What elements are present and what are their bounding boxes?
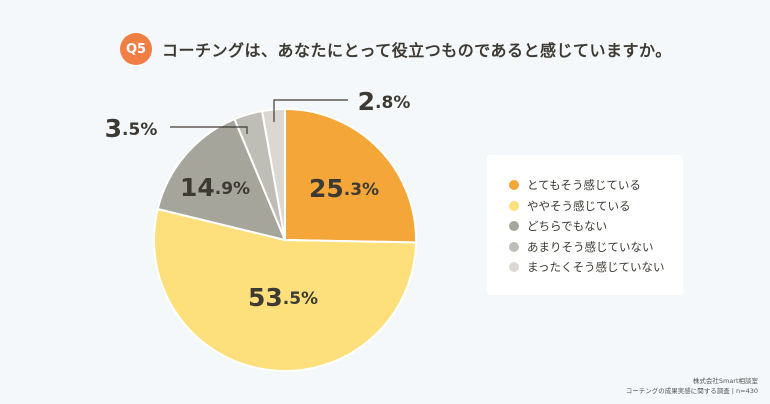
legend-swatch — [509, 262, 519, 273]
legend-label: ややそう感じている — [527, 198, 631, 213]
legend-swatch — [509, 200, 519, 211]
legend-swatch — [509, 221, 519, 232]
source-credit: 株式会社Smart相談室 コーチングの成果実感に関する調査 | n=430 — [626, 377, 758, 396]
question-number-badge: Q5 — [120, 33, 152, 65]
data-label-very-much: 25.3% — [309, 174, 379, 203]
survey-info: コーチングの成果実感に関する調査 | n=430 — [625, 386, 758, 395]
legend-item-neutral: どちらでもない — [509, 216, 683, 237]
leader-line-not-at-all — [273, 99, 348, 122]
legend-item-somewhat: ややそう感じている — [509, 196, 683, 217]
pie-slice-very-much — [284, 107, 417, 244]
legend-item-very-much: とてもそう感じている — [509, 175, 683, 196]
data-label-not-much: 3.5% — [105, 114, 158, 143]
legend-label: まったくそう感じていない — [527, 260, 665, 275]
data-label-neutral: 14.9% — [180, 173, 250, 202]
legend-label: とてもそう感じている — [527, 178, 641, 193]
pie-slice-somewhat — [153, 207, 417, 372]
data-label-not-at-all: 2.8% — [358, 87, 411, 116]
question-title: コーチングは、あなたにとって役立つものであると感じていますか。 — [162, 41, 672, 60]
question-header: Q5 コーチングは、あなたにとって役立つものであると感じていますか。 — [120, 33, 672, 65]
legend-item-not-at-all: まったくそう感じていない — [509, 257, 683, 278]
data-label-somewhat: 53.5% — [248, 283, 318, 312]
legend-label: どちらでもない — [527, 219, 608, 234]
legend-label: あまりそう感じていない — [527, 239, 654, 254]
legend-swatch — [509, 241, 519, 252]
leader-line-not-much — [170, 126, 248, 134]
chart-legend: とてもそう感じている ややそう感じている どちらでもないあまりそう感じていない まった… — [487, 155, 683, 295]
company-name: 株式会社Smart相談室 — [692, 377, 758, 386]
legend-swatch — [509, 180, 519, 191]
legend-item-not-much: あまりそう感じていない — [509, 237, 683, 258]
pie-slice-neutral — [156, 117, 287, 242]
